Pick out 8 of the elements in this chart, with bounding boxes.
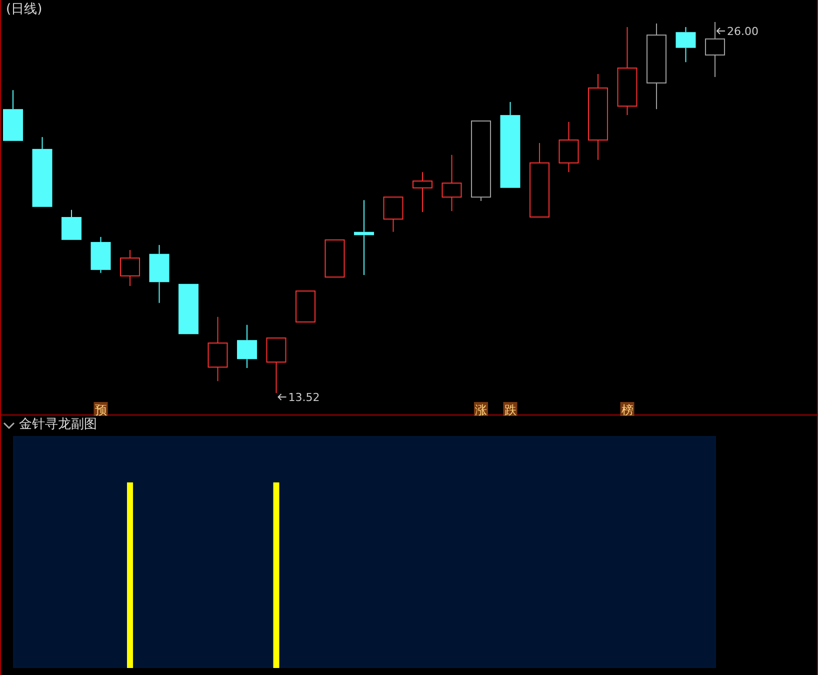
chart-subtitle: (日线) xyxy=(6,2,42,17)
chart-title: 金针寻龙副图 xyxy=(19,417,97,432)
x-tick-label: 涨 xyxy=(475,403,487,417)
x-tick-label: 榜 xyxy=(621,403,634,417)
x-tick-label: 预 xyxy=(94,403,107,417)
annotation: 13.52 xyxy=(288,391,320,404)
x-tick-label: 跌 xyxy=(504,403,516,417)
annotation: 26.00 xyxy=(727,25,758,38)
